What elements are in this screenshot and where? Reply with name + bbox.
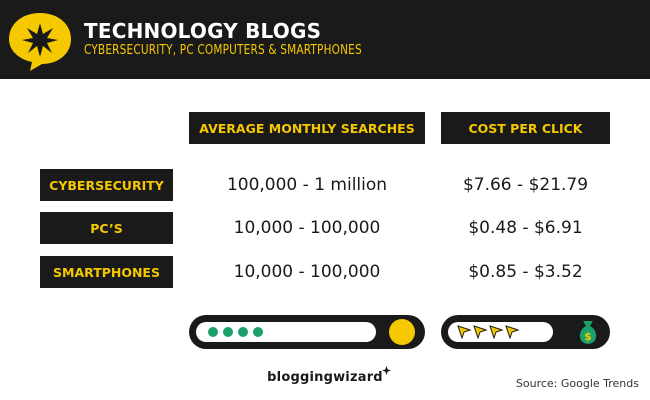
money-bag-icon: $ <box>579 321 597 344</box>
cursor-arrow-icon <box>473 325 487 339</box>
search-dot-icon <box>208 327 218 337</box>
page-title: TECHNOLOGY BLOGS <box>84 19 322 43</box>
cursor-arrow-icon <box>457 325 471 339</box>
cpc-pcs: $0.48 - $6.91 <box>468 218 583 238</box>
wand-star-icon <box>381 366 391 375</box>
row-label-cybersecurity: CYBERSECURITY <box>40 169 173 201</box>
column-header-searches: AVERAGE MONTHLY SEARCHES <box>189 112 425 144</box>
brand-logo: bloggingwizard <box>0 366 650 385</box>
search-dot-icon <box>238 327 248 337</box>
search-bar-icon <box>189 315 425 349</box>
cpc-smartphones: $0.85 - $3.52 <box>468 262 583 282</box>
search-dot-icon <box>223 327 233 337</box>
star-burst-speech-bubble-icon <box>9 13 71 71</box>
row-label-smartphones: SMARTPHONES <box>40 256 173 288</box>
brand-name: bloggingwizard <box>267 370 383 385</box>
page-subtitle: CYBERSECURITY, PC COMPUTERS & SMARTPHONE… <box>84 43 362 58</box>
column-header-cpc: COST PER CLICK <box>441 112 610 144</box>
header-banner: TECHNOLOGY BLOGS CYBERSECURITY, PC COMPU… <box>0 0 650 79</box>
searches-cybersecurity: 100,000 - 1 million <box>226 175 388 195</box>
cursor-arrow-icon <box>489 325 503 339</box>
row-label-pcs: PC’S <box>40 212 173 244</box>
cpc-cybersecurity: $7.66 - $21.79 <box>462 175 589 195</box>
click-bar-field <box>448 322 553 342</box>
search-bar-field <box>196 322 376 342</box>
cursor-arrow-icon <box>505 325 519 339</box>
search-dot-icon <box>253 327 263 337</box>
searches-smartphones: 10,000 - 100,000 <box>233 262 381 282</box>
svg-text:$: $ <box>584 330 592 343</box>
searches-pcs: 10,000 - 100,000 <box>233 218 381 238</box>
search-button-circle-icon <box>389 319 415 345</box>
source-note: Source: Google Trends <box>515 377 639 390</box>
click-bar-icon: $ <box>441 315 610 349</box>
